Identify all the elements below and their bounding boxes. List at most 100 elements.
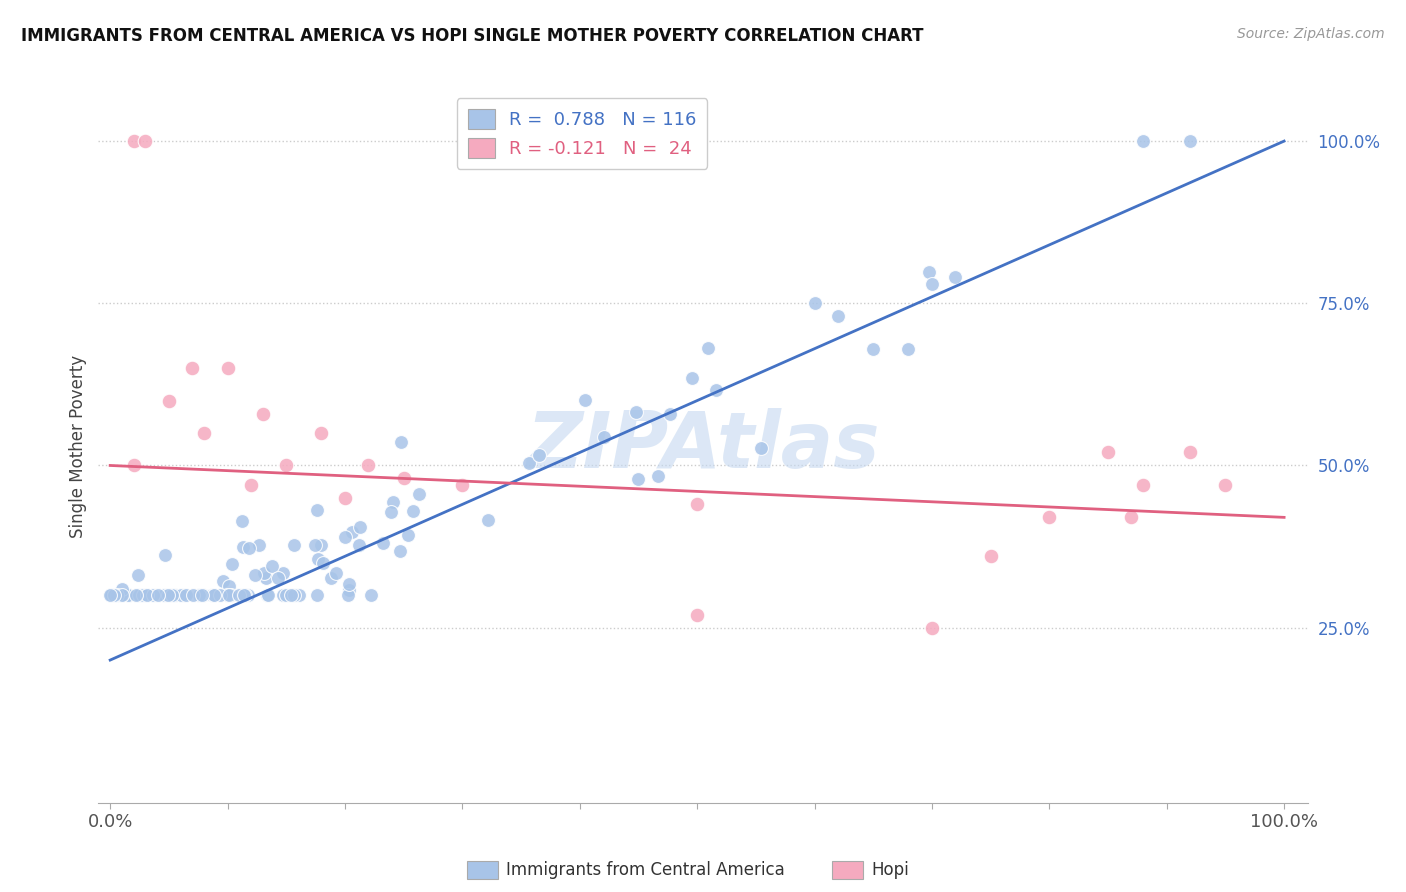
Point [647, 469, 669, 483]
Text: Immigrants from Central America: Immigrants from Central America [506, 861, 785, 879]
Point [208, 588, 231, 602]
Point [118, 588, 141, 602]
Point [396, 528, 419, 542]
Point [233, 588, 256, 602]
Text: ZIPAtlas: ZIPAtlas [526, 408, 880, 484]
Point [155, 549, 177, 563]
Point [105, 588, 128, 602]
Point [240, 478, 263, 492]
Point [477, 513, 499, 527]
Point [221, 557, 243, 571]
Point [202, 587, 225, 601]
Point [266, 571, 288, 585]
Point [388, 543, 411, 558]
Point [101, 588, 124, 602]
Point [232, 588, 254, 602]
Point [256, 588, 278, 602]
Point [271, 588, 294, 602]
Point [132, 588, 155, 602]
Point [191, 588, 214, 602]
Point [202, 588, 225, 602]
Point [135, 588, 157, 602]
Point [162, 588, 184, 602]
Point [125, 588, 148, 602]
Point [181, 361, 204, 376]
Point [803, 296, 825, 310]
Point [107, 588, 129, 602]
Legend: R =  0.788   N = 116, R = -0.121   N =  24: R = 0.788 N = 116, R = -0.121 N = 24 [457, 98, 707, 169]
Point [389, 434, 412, 449]
Point [105, 588, 128, 602]
Point [1132, 478, 1154, 492]
Point [238, 541, 260, 556]
Point [371, 536, 394, 550]
Point [148, 588, 170, 602]
Point [174, 588, 197, 602]
Point [827, 310, 849, 324]
Point [181, 588, 204, 602]
Point [103, 588, 125, 602]
Point [271, 566, 294, 581]
Point [333, 530, 356, 544]
Point [193, 425, 215, 440]
Text: Source: ZipAtlas.com: Source: ZipAtlas.com [1237, 27, 1385, 41]
Point [163, 588, 186, 602]
Point [659, 407, 682, 421]
Point [157, 393, 180, 408]
Point [134, 134, 156, 148]
Point [624, 405, 647, 419]
Point [98, 588, 121, 602]
Point [256, 588, 278, 602]
Point [392, 471, 415, 485]
Point [211, 574, 233, 588]
Point [217, 361, 239, 376]
Point [188, 588, 211, 602]
Point [218, 578, 240, 592]
Y-axis label: Single Mother Poverty: Single Mother Poverty [69, 354, 87, 538]
Point [304, 538, 326, 552]
Point [980, 549, 1002, 564]
Point [127, 568, 149, 582]
Point [219, 588, 242, 602]
Point [1038, 510, 1060, 524]
Point [1215, 478, 1237, 492]
Point [274, 588, 297, 602]
Point [337, 577, 360, 591]
Point [337, 583, 360, 598]
Point [218, 588, 240, 602]
Point [704, 383, 727, 397]
Point [142, 588, 165, 602]
Point [408, 487, 430, 501]
Text: Hopi: Hopi [872, 861, 910, 879]
Point [401, 503, 423, 517]
Point [173, 588, 195, 602]
Point [232, 540, 254, 554]
Point [288, 588, 311, 602]
Point [1180, 445, 1202, 459]
Point [357, 458, 380, 473]
Point [307, 552, 329, 566]
Point [122, 134, 145, 148]
Point [280, 588, 302, 602]
Point [276, 458, 298, 473]
Point [254, 571, 277, 585]
Point [349, 538, 371, 552]
Point [117, 588, 139, 602]
Point [193, 588, 215, 602]
Point [897, 342, 920, 356]
Point [918, 265, 941, 279]
Point [1121, 510, 1143, 524]
Point [312, 556, 335, 570]
Point [122, 458, 145, 473]
Point [574, 392, 596, 407]
Point [325, 566, 347, 580]
Point [309, 538, 332, 552]
Point [527, 448, 550, 462]
Point [305, 503, 328, 517]
Point [103, 588, 125, 602]
Point [103, 588, 125, 602]
Point [921, 621, 943, 635]
Point [593, 430, 616, 444]
Point [307, 588, 329, 602]
Point [136, 588, 159, 602]
